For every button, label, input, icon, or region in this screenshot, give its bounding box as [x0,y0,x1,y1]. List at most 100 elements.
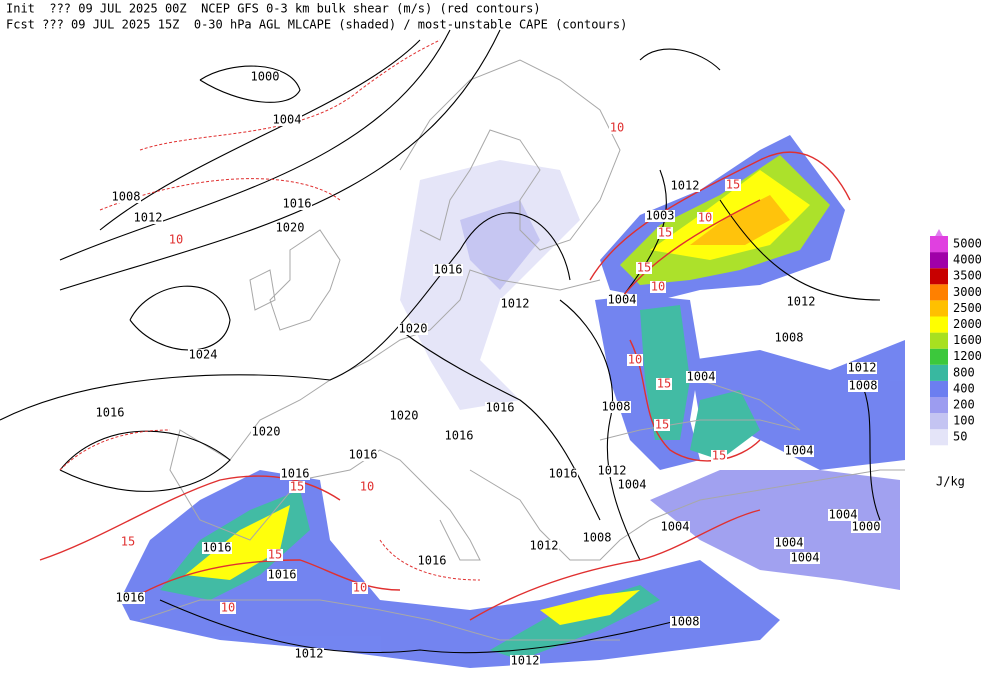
label-bg [251,426,281,438]
isobar-label: 1008 [112,190,141,204]
label-bg [348,449,378,461]
legend-swatch [930,284,948,301]
legend-label: 100 [953,414,975,428]
isobar-label: 1016 [281,467,310,481]
legend-swatch [930,316,948,333]
label-bg [790,552,820,564]
legend-label: 2500 [953,301,982,315]
isobar-label: 1012 [787,295,816,309]
legend-label: 400 [953,381,975,395]
label-bg [267,549,283,561]
label-bg [711,450,727,462]
label-bg [786,296,816,308]
label-bg [95,407,125,419]
isobar-label: 1012 [671,179,700,193]
shear-label: 10 [628,353,642,367]
label-bg [582,532,612,544]
legend-unit: J/kg [936,475,965,489]
isobar-label: 1012 [598,464,627,478]
isobar-label: 1020 [252,425,281,439]
label-bg [115,592,145,604]
isobar-label: 1008 [671,615,700,629]
isobar-label: 1016 [268,568,297,582]
legend-label: 2000 [953,317,982,331]
label-bg [133,212,163,224]
isobar-label: 1012 [511,654,540,668]
shear-label: 10 [651,280,665,294]
label-bg [120,536,136,548]
label-bg [168,234,184,246]
label-bg [398,323,428,335]
isobar-label: 1004 [661,520,690,534]
label-bg [697,212,713,224]
label-bg [617,479,647,491]
shear-label: 15 [712,449,726,463]
label-bg [352,582,368,594]
label-bg [847,362,877,374]
label-bg [510,655,540,667]
shear-label: 15 [637,261,651,275]
shear-label: 10 [221,601,235,615]
isobar-label: 1004 [608,293,637,307]
shear-label: 15 [726,178,740,192]
label-bg [645,210,675,222]
isobar-label: 1016 [418,554,447,568]
isobar-label: 1008 [849,379,878,393]
label-bg [444,430,474,442]
legend-label: 4000 [953,253,982,267]
isobar-label: 1016 [445,429,474,443]
legend: 50 100 200 400 800 1200 1600 2000 2500 3000 3500 40… [930,236,982,446]
isobar-label: 1016 [349,448,378,462]
label-bg [774,332,804,344]
label-bg [597,465,627,477]
cape-shading [120,135,905,668]
label-bg [851,521,881,533]
label-bg [609,122,625,134]
isobar-label: 1012 [134,211,163,225]
label-bg [485,402,515,414]
legend-swatch [930,252,948,269]
coastlines [139,59,905,641]
legend-swatch [930,348,948,365]
legend-swatch [930,236,948,253]
label-bg [548,468,578,480]
label-bg [294,648,324,660]
legend-label: 3000 [953,285,982,299]
label-bg [359,481,375,493]
label-bg [650,281,666,293]
shear-label: 10 [353,581,367,595]
legend-swatch [930,300,948,317]
isobar-label: 1016 [549,467,578,481]
shear-label: 10 [169,233,183,247]
legend-label: 50 [953,430,967,444]
shear-label: 15 [268,548,282,562]
isobar-label: 1004 [273,113,302,127]
label-bg [111,191,141,203]
isobar-label: 1008 [775,331,804,345]
isobar-label: 1000 [852,520,881,534]
label-bg [289,481,305,493]
isobar-label: 1004 [791,551,820,565]
shear-label: 15 [655,418,669,432]
isobar-label: 1020 [276,221,305,235]
isobar-label: 1008 [583,531,612,545]
isobar-label: 1012 [501,297,530,311]
label-bg [188,349,218,361]
legend-swatch [930,429,948,446]
legend-label: 1200 [953,349,982,363]
label-bg [272,114,302,126]
label-bg [784,445,814,457]
label-bg [529,540,559,552]
isobar-label: 1003 [646,209,675,223]
isobar-label: 1012 [295,647,324,661]
isobar-label: 1016 [486,401,515,415]
label-bg [389,410,419,422]
shear-label: 10 [698,211,712,225]
isobar-label: 1016 [116,591,145,605]
label-bg [670,616,700,628]
label-bg [636,262,652,274]
isobar-label: 1020 [390,409,419,423]
label-bg [280,468,310,480]
label-bg [670,180,700,192]
label-bg [282,198,312,210]
